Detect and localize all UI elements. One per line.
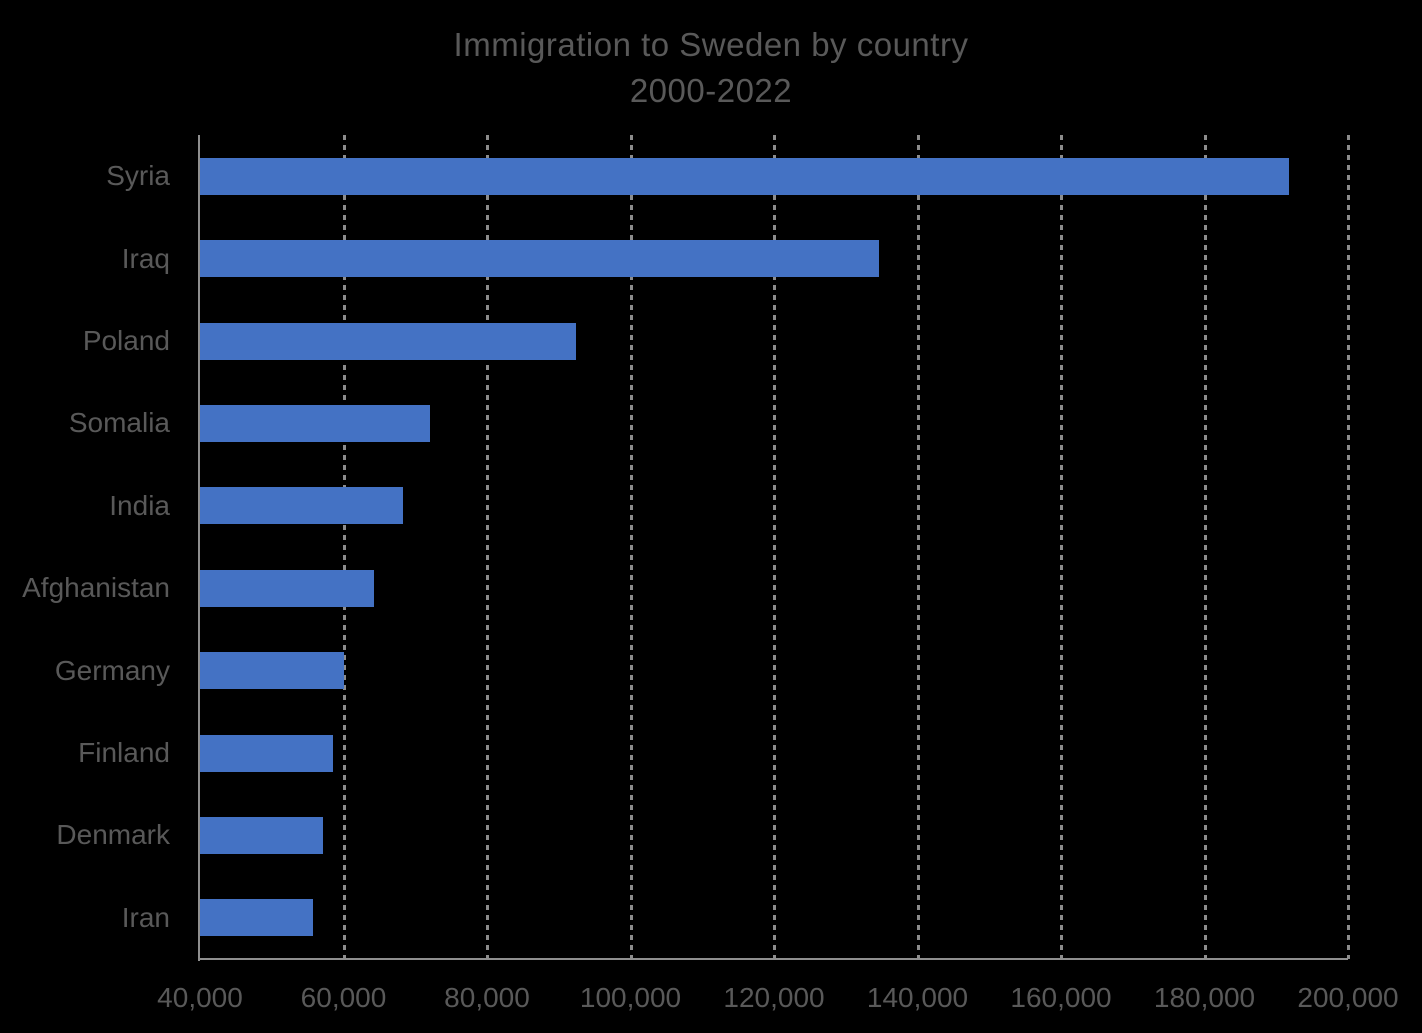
x-tick-label: 100,000 xyxy=(579,982,682,1013)
x-tick-label: 140,000 xyxy=(866,982,969,1013)
y-axis-line xyxy=(198,135,200,961)
value-axis-labels: 40,000 60,000 80,000 100,000 120,000 140,000 1… xyxy=(0,981,1422,1017)
bar-somalia xyxy=(200,405,430,442)
category-label-afghanistan: Afghanistan xyxy=(22,572,170,603)
plot-area xyxy=(200,135,1350,959)
category-axis-labels: Syria Iraq Poland Somalia India Afghanistan Ge… xyxy=(0,135,170,959)
chart-title-line1: Immigration to Sweden by country xyxy=(453,26,969,63)
gridline xyxy=(629,135,633,959)
gridline xyxy=(486,135,489,959)
x-tick-label: 120,000 xyxy=(723,982,825,1013)
x-tick-label: 200,000 xyxy=(1297,982,1399,1013)
bar-iran xyxy=(200,899,313,936)
gridline xyxy=(1347,135,1350,959)
category-label-denmark: Denmark xyxy=(56,819,170,850)
x-tick-label: 180,000 xyxy=(1153,982,1256,1013)
gridline xyxy=(342,135,346,959)
category-label-iraq: Iraq xyxy=(121,243,170,274)
category-label-somalia: Somalia xyxy=(68,407,170,438)
gridline xyxy=(1060,135,1063,959)
x-axis-line xyxy=(198,958,1348,960)
category-label-india: India xyxy=(109,490,170,521)
category-label-poland: Poland xyxy=(82,325,170,356)
bar-germany xyxy=(200,652,344,689)
category-label-iran: Iran xyxy=(121,902,170,933)
gridline xyxy=(1203,135,1207,959)
category-label-germany: Germany xyxy=(54,655,170,686)
bar-finland xyxy=(200,735,333,772)
x-tick-label: 160,000 xyxy=(1010,982,1112,1013)
bar-india xyxy=(200,487,403,524)
chart-title-line2: 2000-2022 xyxy=(629,72,793,109)
bar-poland xyxy=(200,323,576,360)
bar-denmark xyxy=(200,817,323,854)
x-tick-label: 60,000 xyxy=(300,982,387,1013)
category-label-syria: Syria xyxy=(106,160,170,191)
bar-syria xyxy=(200,158,1289,195)
x-tick-label: 80,000 xyxy=(444,982,530,1013)
gridline xyxy=(773,135,776,959)
category-label-finland: Finland xyxy=(78,737,170,768)
x-tick-label: 40,000 xyxy=(157,982,243,1013)
gridline xyxy=(916,135,920,959)
bar-afghanistan xyxy=(200,570,374,607)
chart-title: Immigration to Sweden by country 2000-20… xyxy=(0,22,1422,114)
bar-iraq xyxy=(200,240,879,277)
